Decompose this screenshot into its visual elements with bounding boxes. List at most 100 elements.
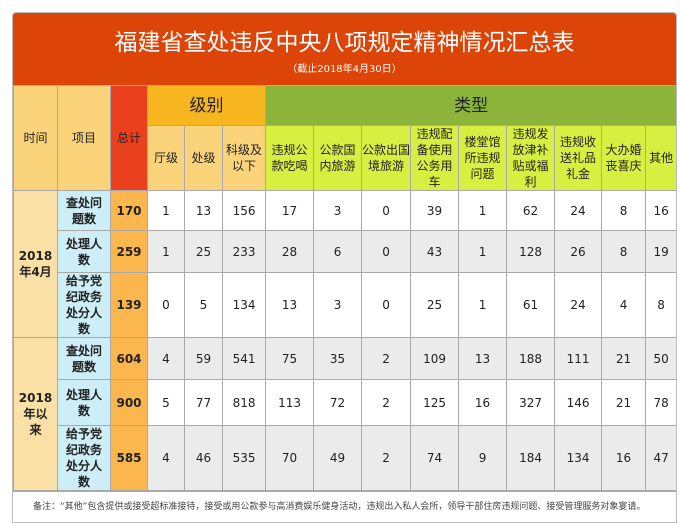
value-cell: 233 [221,230,267,273]
title-banner: 福建省查处违反中央八项规定精神情况汇总表 （截止2018年4月30日） [13,13,676,85]
data-table: 时间 项目 总计 级别 类型 厅级 处级 科级及以下 违规公款吃喝 公款国内旅游 公款出国… [13,85,676,491]
header-type: 楼堂馆所违规问题 [458,125,508,191]
value-cell: 134 [554,425,603,491]
value-cell: 0 [361,190,412,231]
value-cell: 16 [601,425,647,491]
item-cell: 给予党纪政务处分人数 [57,272,111,338]
time-cell: 2018年以来 [13,337,58,491]
header-type: 违规收送礼品礼金 [554,125,603,191]
item-cell: 查处问题数 [57,337,111,380]
value-cell: 4 [147,425,185,491]
item-cell: 处理人数 [57,379,111,426]
table-row: 给予党纪政务处分人数 585 4 46 535 70 49 2 74 9 184 134 16 47 [14,425,676,491]
value-cell: 535 [221,425,267,491]
value-cell: 156 [221,190,267,231]
value-cell: 16 [458,379,508,426]
table-row: 2018年以来 查处问题数 604 4 59 541 75 35 2 109 13 188 111 21 5… [13,337,676,491]
value-cell: 25 [410,272,460,338]
value-cell: 62 [506,190,556,231]
value-cell: 1 [458,230,508,273]
value-cell: 2 [361,379,412,426]
value-cell: 9 [458,425,508,491]
header-level: 处级 [184,125,223,191]
total-cell: 259 [110,230,148,273]
header-time: 时间 [13,85,58,191]
header-type-group: 类型 [265,85,676,126]
value-cell: 188 [506,337,556,380]
summary-table-card: 福建省查处违反中央八项规定精神情况汇总表 （截止2018年4月30日） 时间 项… [12,12,677,523]
value-cell: 128 [506,230,556,273]
value-cell: 146 [554,379,603,426]
value-cell: 8 [601,230,647,273]
value-cell: 47 [645,425,676,491]
value-cell: 5 [184,272,223,338]
value-cell: 2 [361,425,412,491]
value-cell: 184 [506,425,556,491]
table-row: 给予党纪政务处分人数 139 0 5 134 13 3 0 25 1 61 24 4 8 [14,272,676,338]
value-cell: 13 [265,272,315,338]
total-cell: 900 [110,379,148,426]
time-cell: 2018年4月 [13,190,58,338]
page-title: 福建省查处违反中央八项规定精神情况汇总表 [114,30,575,56]
value-cell: 0 [147,272,185,338]
header-level: 科级及以下 [221,125,267,191]
value-cell: 4 [601,272,647,338]
value-cell: 21 [601,337,647,380]
value-cell: 109 [410,337,460,380]
value-cell: 327 [506,379,556,426]
item-cell: 处理人数 [57,230,111,273]
header-type: 违规发放津补贴或福利 [506,125,556,191]
value-cell: 541 [221,337,267,380]
value-cell: 75 [265,337,315,380]
table-row: 处理人数 900 5 77 818 113 72 2 125 16 327 146 21 78 [14,379,676,426]
value-cell: 13 [184,190,223,231]
value-cell: 0 [361,272,412,338]
value-cell: 19 [645,230,676,273]
header-type: 其他 [645,125,676,191]
value-cell: 13 [458,337,508,380]
value-cell: 1 [147,190,185,231]
value-cell: 43 [410,230,460,273]
value-cell: 2 [361,337,412,380]
header-type: 公款出国境旅游 [361,125,412,191]
value-cell: 78 [645,379,676,426]
value-cell: 50 [645,337,676,380]
value-cell: 16 [645,190,676,231]
value-cell: 24 [554,272,603,338]
value-cell: 24 [554,190,603,231]
footnote: 备注：“其他”包含提供或接受超标准接待，接受或用公款参与高消费娱乐健身活动，违规… [13,491,676,522]
value-cell: 17 [265,190,315,231]
value-cell: 35 [313,337,363,380]
value-cell: 77 [184,379,223,426]
table-row: 处理人数 259 1 25 233 28 6 0 43 1 128 26 8 19 [14,230,676,273]
item-cell: 查处问题数 [57,190,111,231]
header-type: 违规配备使用公务用车 [410,125,460,191]
value-cell: 113 [265,379,315,426]
value-cell: 1 [147,230,185,273]
value-cell: 21 [601,379,647,426]
value-cell: 6 [313,230,363,273]
value-cell: 46 [184,425,223,491]
total-cell: 604 [110,337,148,380]
total-cell: 139 [110,272,148,338]
value-cell: 70 [265,425,315,491]
value-cell: 818 [221,379,267,426]
value-cell: 26 [554,230,603,273]
value-cell: 39 [410,190,460,231]
total-cell: 585 [110,425,148,491]
value-cell: 0 [361,230,412,273]
value-cell: 3 [313,190,363,231]
header-level: 厅级 [147,125,185,191]
value-cell: 59 [184,337,223,380]
value-cell: 1 [458,272,508,338]
value-cell: 5 [147,379,185,426]
table-row: 2018年4月 查处问题数 170 1 13 156 17 3 0 39 1 62 24 8 16 [13,190,676,338]
header-level-group: 级别 [146,85,267,126]
header-item: 项目 [57,85,111,191]
value-cell: 72 [313,379,363,426]
value-cell: 8 [601,190,647,231]
item-cell: 给予党纪政务处分人数 [57,425,111,491]
value-cell: 8 [645,272,676,338]
value-cell: 111 [554,337,603,380]
total-cell: 170 [110,190,148,231]
